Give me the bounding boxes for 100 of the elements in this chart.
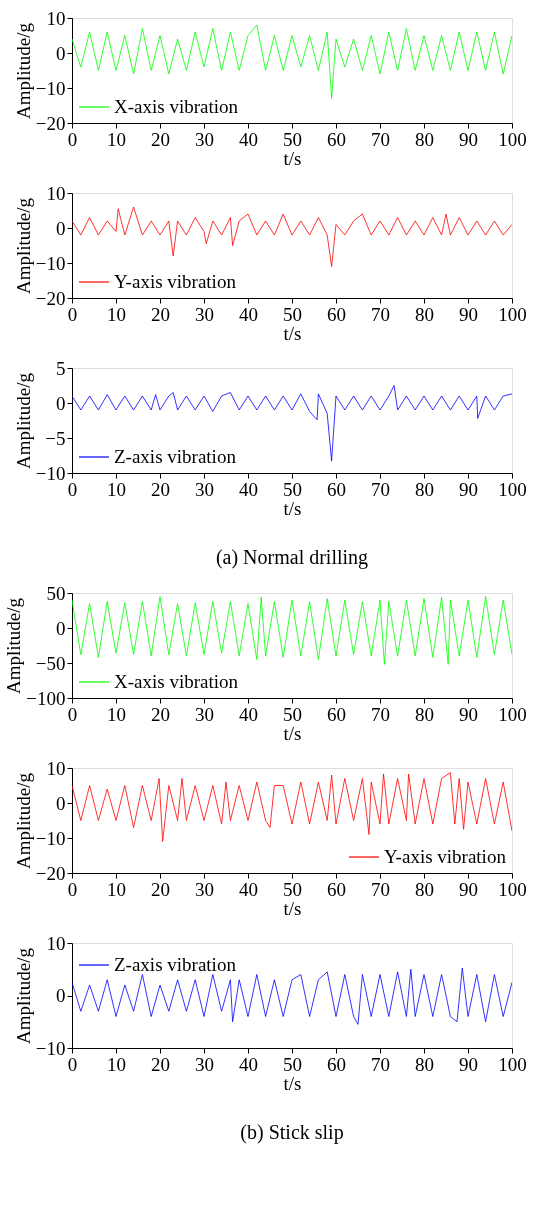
y-tick-label: 10	[46, 7, 66, 29]
x-tick-label: 90	[459, 478, 478, 500]
x-tick-label: 20	[151, 478, 170, 500]
x-tick-label: 70	[371, 478, 390, 500]
x-tick-label: 70	[371, 878, 390, 900]
x-tick-label: 10	[107, 303, 126, 325]
x-tick-label: 80	[415, 878, 434, 900]
x-tick-label: 30	[195, 878, 214, 900]
line-series	[72, 206, 512, 267]
y-tick-label: −20	[35, 862, 66, 884]
y-axis-title: Amplitude/g	[12, 22, 34, 120]
legend-label: X-axis vibration	[114, 96, 239, 117]
x-tick-label: 50	[283, 128, 302, 150]
y-tick-label: −10	[35, 827, 66, 849]
x-tick-label: 10	[107, 478, 126, 500]
x-tick-label: 90	[459, 1053, 478, 1075]
x-tick-label: 40	[239, 128, 258, 150]
y-tick-label: 0	[56, 617, 66, 639]
legend-label: X-axis vibration	[114, 671, 239, 692]
x-tick-label: 30	[195, 1053, 214, 1075]
x-tick-label: 50	[283, 478, 302, 500]
y-axis-title: Amplitude/g	[12, 372, 34, 470]
y-tick-label: −20	[35, 112, 66, 134]
x-tick-label: 100	[498, 303, 527, 325]
x-tick-label: 60	[327, 878, 346, 900]
y-tick-label: −5	[45, 427, 66, 449]
y-tick-label: 0	[56, 792, 66, 814]
y-axis-title: Amplitude/g	[12, 947, 34, 1045]
x-tick-label: 70	[371, 128, 390, 150]
y-axis-title: Amplitude/g	[12, 197, 34, 295]
y-tick-label: 10	[46, 182, 66, 204]
line-series	[72, 385, 512, 462]
y-tick-label: 0	[56, 42, 66, 64]
x-tick-label: 40	[239, 303, 258, 325]
legend-label: Z-axis vibration	[114, 954, 237, 975]
line-series	[72, 24, 512, 99]
x-axis-title: t/s	[283, 897, 302, 919]
line-series	[72, 772, 512, 842]
x-tick-label: 30	[195, 478, 214, 500]
x-tick-label: 90	[459, 703, 478, 725]
y-tick-label: −10	[35, 252, 66, 274]
x-tick-label: 40	[239, 878, 258, 900]
x-tick-label: 90	[459, 878, 478, 900]
y-tick-label: −10	[35, 77, 66, 99]
x-axis-title: t/s	[283, 722, 302, 744]
x-tick-label: 20	[151, 303, 170, 325]
x-tick-label: 100	[498, 703, 527, 725]
legend-label: Y-axis vibration	[384, 846, 507, 867]
x-tick-label: 80	[415, 303, 434, 325]
y-tick-label: −10	[35, 462, 66, 484]
y-tick-label: 0	[56, 985, 66, 1006]
x-tick-label: 20	[151, 128, 170, 150]
legend-label: Y-axis vibration	[114, 271, 237, 292]
x-tick-label: 50	[283, 878, 302, 900]
x-tick-label: 70	[371, 1053, 390, 1075]
x-tick-label: 100	[498, 878, 527, 900]
x-tick-label: 20	[151, 1053, 170, 1075]
y-tick-label: 10	[46, 757, 66, 779]
x-tick-label: 100	[498, 1053, 527, 1075]
text: (b) Stick slip	[240, 1121, 344, 1144]
x-tick-label: 100	[498, 478, 527, 500]
x-tick-label: 30	[195, 128, 214, 150]
y-tick-label: −10	[35, 1037, 66, 1059]
x-tick-label: 30	[195, 703, 214, 725]
x-tick-label: 60	[327, 128, 346, 150]
x-axis-title: t/s	[283, 322, 302, 344]
x-tick-label: 10	[107, 878, 126, 900]
x-tick-label: 80	[415, 478, 434, 500]
y-tick-label: −100	[26, 687, 66, 709]
x-tick-label: 10	[107, 1053, 126, 1075]
x-axis-title: t/s	[283, 497, 302, 519]
x-tick-label: 40	[239, 703, 258, 725]
x-axis-title: t/s	[283, 147, 302, 169]
x-tick-label: 40	[239, 1053, 258, 1075]
x-tick-label: 50	[283, 303, 302, 325]
text: (a) Normal drilling	[215, 546, 369, 569]
line-series	[72, 596, 512, 665]
y-axis-title: Amplitude/g	[3, 597, 25, 695]
x-tick-label: 30	[195, 303, 214, 325]
y-tick-label: 10	[46, 932, 66, 954]
x-tick-label: 20	[151, 703, 170, 725]
x-tick-label: 60	[327, 303, 346, 325]
x-tick-label: 50	[283, 1053, 302, 1075]
x-tick-label: 10	[107, 703, 126, 725]
x-tick-label: 80	[415, 703, 434, 725]
x-tick-label: 90	[459, 128, 478, 150]
x-tick-label: 20	[151, 878, 170, 900]
y-tick-label: −50	[35, 652, 66, 674]
legend-label: Z-axis vibration	[114, 446, 237, 467]
x-axis-title: t/s	[283, 1072, 302, 1094]
x-tick-label: 80	[415, 1053, 434, 1075]
x-tick-label: 100	[498, 128, 527, 150]
x-tick-label: 60	[327, 703, 346, 725]
y-tick-label: −20	[35, 287, 66, 309]
x-tick-label: 10	[107, 128, 126, 150]
x-tick-label: 40	[239, 478, 258, 500]
y-tick-label: 50	[46, 582, 66, 604]
x-tick-label: 90	[459, 303, 478, 325]
x-tick-label: 70	[371, 703, 390, 725]
x-tick-label: 60	[327, 478, 346, 500]
